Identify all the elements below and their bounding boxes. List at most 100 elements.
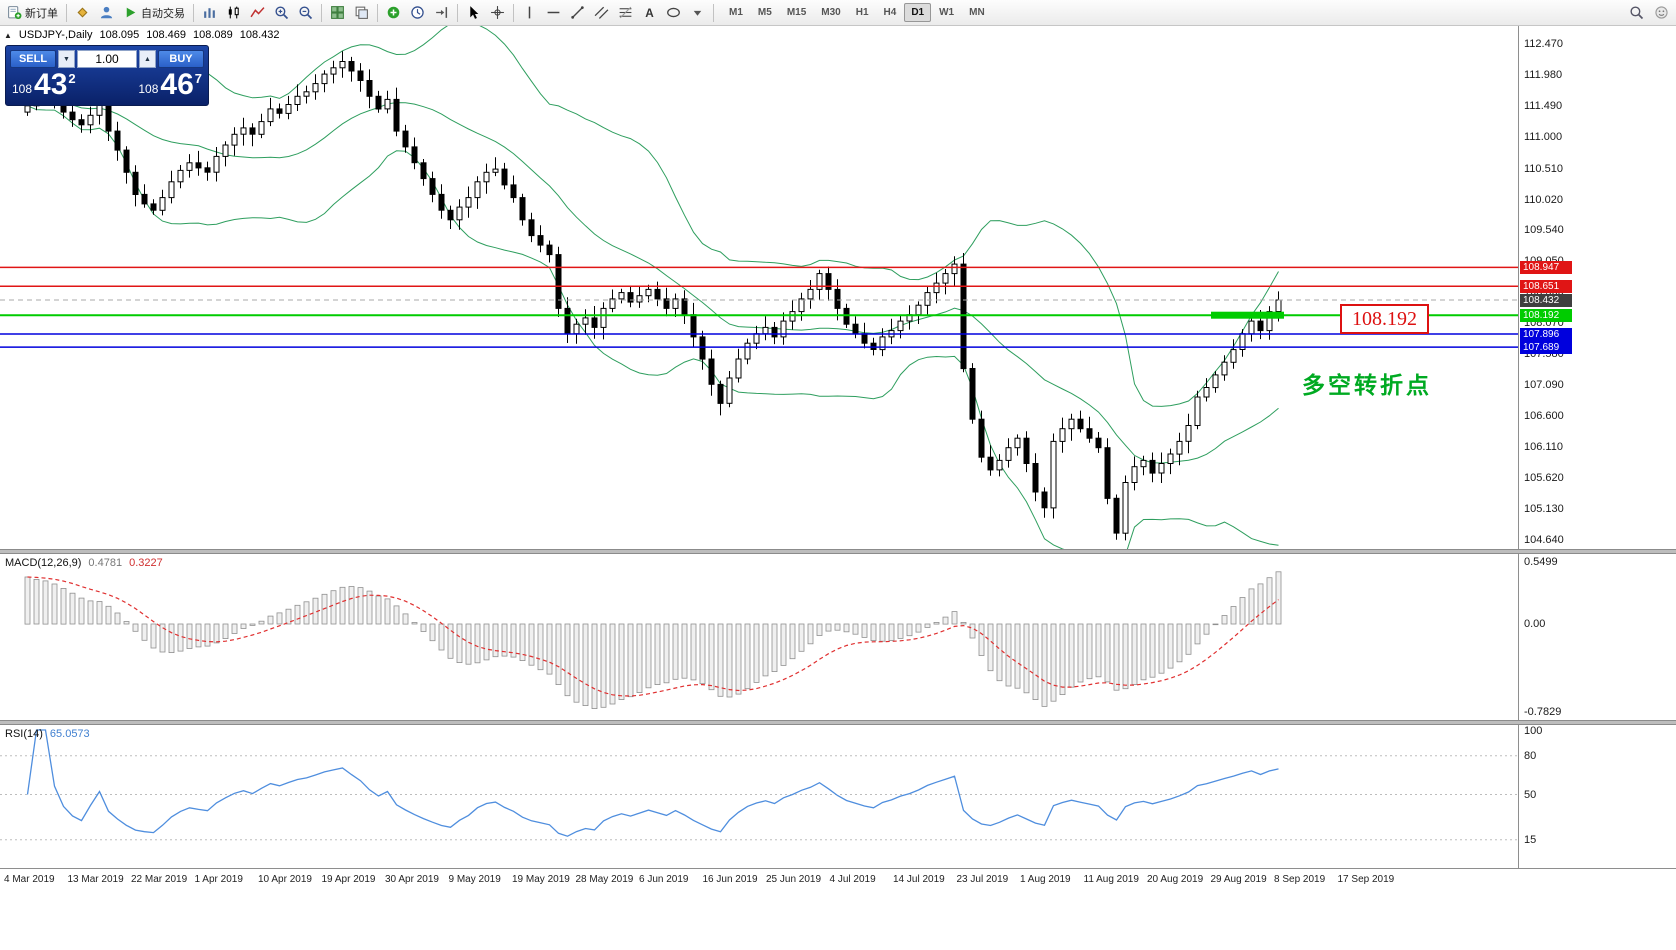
brand-button[interactable] bbox=[71, 2, 94, 24]
date-label: 8 Sep 2019 bbox=[1274, 874, 1326, 885]
horizontal-line-tool-button[interactable] bbox=[542, 2, 565, 24]
price-axis-label: 104.640 bbox=[1524, 534, 1564, 547]
date-label: 9 May 2019 bbox=[448, 874, 501, 885]
price-chart-canvas[interactable] bbox=[0, 26, 1518, 549]
toolbar-separator bbox=[457, 3, 458, 22]
price-axis-label: 109.540 bbox=[1524, 223, 1564, 236]
sell-price-prefix: 108 bbox=[12, 82, 33, 96]
macd-label-line: MACD(12,26,9) 0.4781 0.3227 bbox=[5, 557, 163, 569]
rsi-canvas[interactable] bbox=[0, 725, 1518, 868]
toolbar-separator bbox=[321, 3, 322, 22]
rsi-panel: 100 80 50 15 RSI(14) 65.0573 bbox=[0, 725, 1676, 868]
text-tool-icon: A bbox=[645, 7, 654, 20]
chart-shift-icon bbox=[436, 7, 448, 18]
date-label: 1 Apr 2019 bbox=[194, 874, 243, 885]
price-axis-label: 111.000 bbox=[1524, 131, 1563, 144]
candlestick-chart-button[interactable] bbox=[222, 2, 245, 24]
trendline-tool-button[interactable] bbox=[566, 2, 589, 24]
fibonacci-tool-button[interactable] bbox=[614, 2, 637, 24]
timeframe-m30[interactable]: M30 bbox=[814, 3, 847, 22]
macd-main-value: 0.4781 bbox=[88, 557, 123, 569]
volume-input[interactable]: 1.00 bbox=[77, 50, 137, 68]
clock-icon bbox=[411, 6, 424, 19]
timeframe-m15[interactable]: M15 bbox=[780, 3, 813, 22]
cursor-button[interactable] bbox=[462, 2, 485, 24]
buy-price[interactable]: 108 46 7 bbox=[136, 69, 204, 101]
search-button[interactable] bbox=[1625, 2, 1648, 24]
autotrading-button[interactable]: 自动交易 bbox=[119, 2, 189, 24]
diamond-icon bbox=[77, 7, 88, 18]
toolbar-separator bbox=[193, 3, 194, 22]
panel-divider[interactable] bbox=[0, 720, 1676, 725]
volume-decrease-button[interactable]: ▼ bbox=[58, 50, 75, 68]
shapes-tool-button[interactable] bbox=[662, 2, 685, 24]
timeframe-w1[interactable]: W1 bbox=[932, 3, 961, 22]
price-axis-label: 106.600 bbox=[1524, 410, 1564, 422]
chart-shift-button[interactable] bbox=[430, 2, 453, 24]
text-tool-button[interactable]: A bbox=[638, 2, 661, 24]
vertical-line-tool-button[interactable] bbox=[518, 2, 541, 24]
price-tag: 107.896 bbox=[1520, 327, 1572, 341]
timeframe-m5[interactable]: M5 bbox=[751, 3, 779, 22]
rsi-axis-label: 100 bbox=[1524, 725, 1543, 737]
price-tag: 108.432 bbox=[1520, 293, 1572, 307]
timeframe-mn[interactable]: MN bbox=[962, 3, 992, 22]
price-tag: 108.651 bbox=[1520, 279, 1572, 293]
buy-price-big: 46 bbox=[160, 68, 194, 101]
price-axis-label: 105.620 bbox=[1524, 472, 1564, 485]
bar-chart-button[interactable] bbox=[198, 2, 221, 24]
macd-axis[interactable]: 0.5499 0.00 -0.7829 bbox=[1518, 554, 1676, 720]
tile-windows-button[interactable] bbox=[326, 2, 349, 24]
date-label: 29 Aug 2019 bbox=[1210, 874, 1267, 885]
price-tag: 107.689 bbox=[1520, 340, 1572, 354]
macd-signal-value: 0.3227 bbox=[129, 557, 163, 569]
line-chart-button[interactable] bbox=[246, 2, 269, 24]
arrows-tool-button[interactable] bbox=[686, 2, 709, 24]
volume-increase-button[interactable]: ▲ bbox=[139, 50, 156, 68]
rsi-axis[interactable]: 100 80 50 15 bbox=[1518, 725, 1676, 868]
profile-button[interactable] bbox=[95, 2, 118, 24]
fibonacci-icon bbox=[619, 6, 632, 19]
macd-axis-label: 0.00 bbox=[1524, 618, 1546, 630]
sell-price[interactable]: 108 43 2 bbox=[10, 69, 78, 101]
timeframe-h1[interactable]: H1 bbox=[849, 3, 876, 22]
collapse-trade-panel-icon[interactable]: ▲ bbox=[4, 30, 12, 40]
indicators-button[interactable] bbox=[382, 2, 405, 24]
date-axis[interactable]: 4 Mar 2019 13 Mar 2019 22 Mar 2019 1 Apr 20… bbox=[0, 868, 1676, 893]
date-label: 17 Sep 2019 bbox=[1337, 874, 1395, 885]
price-axis-label: 107.090 bbox=[1524, 379, 1564, 391]
new-order-label: 新订单 bbox=[25, 7, 58, 20]
timeframe-h4[interactable]: H4 bbox=[877, 3, 904, 22]
timeframe-d1[interactable]: D1 bbox=[904, 3, 932, 22]
cascade-windows-button[interactable] bbox=[350, 2, 373, 24]
rsi-axis-label: 50 bbox=[1524, 788, 1537, 801]
zoom-out-button[interactable] bbox=[294, 2, 317, 24]
horizontal-line-icon bbox=[547, 11, 560, 14]
date-label: 13 Mar 2019 bbox=[67, 874, 124, 885]
date-label: 16 Jun 2019 bbox=[702, 874, 758, 885]
new-order-button[interactable]: 新订单 bbox=[3, 2, 62, 24]
candlestick-chart-icon bbox=[228, 6, 239, 19]
tile-windows-icon bbox=[331, 6, 344, 19]
buy-button[interactable]: BUY bbox=[158, 50, 204, 68]
zoom-in-button[interactable] bbox=[270, 2, 293, 24]
macd-canvas[interactable] bbox=[0, 554, 1518, 720]
cursor-icon bbox=[470, 6, 479, 19]
sell-button[interactable]: SELL bbox=[10, 50, 56, 68]
svg-text:A: A bbox=[645, 7, 654, 20]
price-axis[interactable]: 112.470 111.980 111.490 111.000 110.510 110.0… bbox=[1518, 26, 1676, 549]
clock-button[interactable] bbox=[406, 2, 429, 24]
crosshair-button[interactable] bbox=[486, 2, 509, 24]
community-icon bbox=[1655, 6, 1668, 19]
timeframe-m1[interactable]: M1 bbox=[722, 3, 750, 22]
macd-axis-label: -0.7829 bbox=[1524, 706, 1562, 719]
equidistant-channel-icon bbox=[594, 6, 609, 19]
channel-tool-button[interactable] bbox=[590, 2, 613, 24]
community-button[interactable] bbox=[1650, 2, 1673, 24]
toolbar: 新订单 自动交易 bbox=[0, 0, 1676, 26]
panel-divider[interactable] bbox=[0, 549, 1676, 554]
toolbar-separator bbox=[66, 3, 67, 22]
price-axis-label: 106.110 bbox=[1524, 441, 1563, 454]
search-icon bbox=[1630, 6, 1644, 20]
zoom-out-icon bbox=[299, 6, 313, 20]
